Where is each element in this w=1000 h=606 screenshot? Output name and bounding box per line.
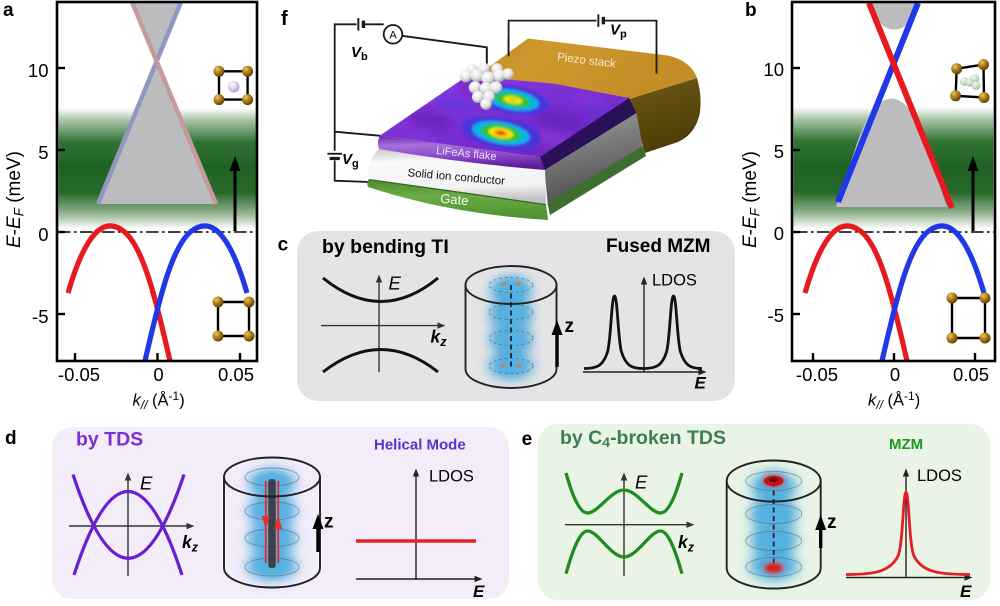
svg-text:k// (Å-1): k// (Å-1) [868,389,920,412]
svg-text:z: z [565,316,575,337]
svg-text:a: a [3,0,14,21]
svg-text:0: 0 [153,364,163,385]
svg-text:0: 0 [774,223,784,244]
svg-text:E: E [140,473,153,494]
svg-text:E-EF (meV): E-EF (meV) [4,151,27,248]
svg-text:0.05: 0.05 [953,364,989,385]
svg-text:5: 5 [774,141,784,162]
svg-text:A: A [389,29,397,41]
svg-text:LDOS: LDOS [917,467,962,485]
svg-text:d: d [5,428,17,449]
svg-text:-5: -5 [32,306,48,327]
svg-text:Gate: Gate [440,191,469,208]
svg-text:LDOS: LDOS [652,272,697,290]
svg-text:E: E [473,582,485,601]
svg-text:E: E [960,582,972,601]
svg-text:0.05: 0.05 [218,364,254,385]
svg-text:Vb: Vb [351,44,368,63]
svg-text:10: 10 [763,59,784,80]
svg-text:E: E [389,273,402,294]
svg-text:f: f [281,8,288,30]
svg-text:Helical Mode: Helical Mode [374,437,466,454]
svg-text:MZM: MZM [889,436,923,453]
svg-text:E: E [635,472,648,493]
svg-text:0: 0 [38,224,48,245]
svg-text:by TDS: by TDS [76,429,143,451]
svg-text:e: e [522,429,533,450]
svg-text:b: b [745,0,757,21]
svg-text:Fused MZM: Fused MZM [606,236,711,257]
svg-text:10: 10 [28,60,49,81]
svg-text:z: z [324,512,334,533]
svg-text:E: E [695,374,707,393]
svg-text:-5: -5 [768,305,784,326]
svg-text:Vg: Vg [342,151,359,170]
svg-text:c: c [278,235,289,256]
svg-text:5: 5 [38,142,48,163]
svg-text:z: z [827,512,837,533]
svg-text:LDOS: LDOS [429,468,474,486]
svg-text:Vp: Vp [610,22,627,41]
svg-text:E-EF (meV): E-EF (meV) [740,151,763,248]
svg-text:by C4-broken TDS: by C4-broken TDS [560,427,726,450]
svg-text:-0.05: -0.05 [796,364,838,385]
svg-text:by bending TI: by bending TI [322,236,449,258]
svg-text:-0.05: -0.05 [58,364,100,385]
svg-text:0: 0 [890,364,900,385]
svg-text:k// (Å-1): k// (Å-1) [133,389,185,412]
